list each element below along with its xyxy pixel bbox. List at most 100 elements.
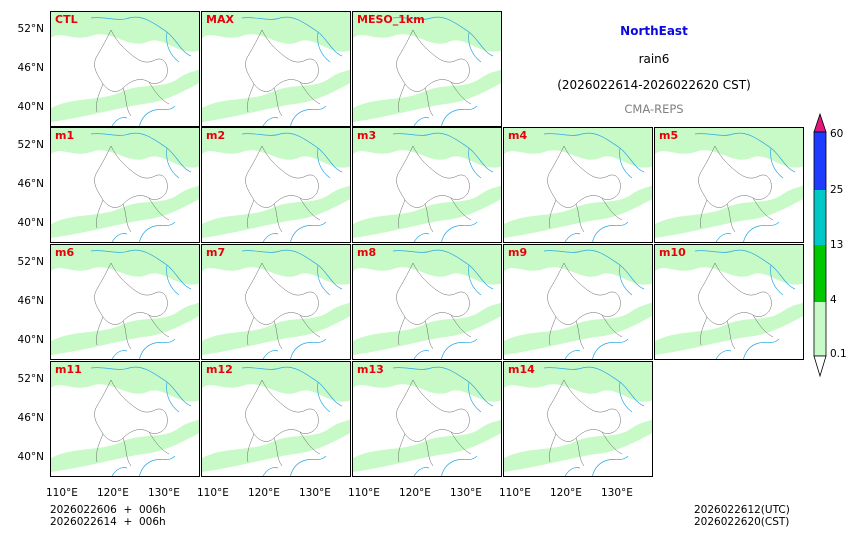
lon-tick: 110°E bbox=[499, 487, 531, 499]
province-border bbox=[398, 197, 472, 233]
panel-label: m12 bbox=[206, 363, 233, 376]
colorbar-label: 0.1 bbox=[830, 348, 847, 360]
lat-tick: 40°N bbox=[17, 217, 44, 229]
map-panel-m13: m13 bbox=[352, 361, 502, 477]
rain-field-south bbox=[202, 185, 350, 238]
province-border bbox=[549, 197, 623, 233]
river-line bbox=[392, 16, 494, 63]
colorbar-seg-0.1-4 bbox=[814, 302, 826, 356]
province-border bbox=[398, 314, 472, 350]
map-graphic bbox=[51, 128, 199, 242]
map-panel-m8: m8 bbox=[352, 244, 502, 360]
lon-tick: 120°E bbox=[97, 487, 129, 499]
rain-field-south bbox=[504, 185, 652, 238]
map-panel-m5: m5 bbox=[654, 127, 804, 243]
river-line bbox=[90, 132, 192, 179]
colorbar-seg-4-13 bbox=[814, 245, 826, 302]
river-line bbox=[241, 366, 343, 413]
variable-title: rain6 bbox=[638, 52, 670, 66]
colorbar-label: 4 bbox=[830, 294, 837, 306]
colorbar-label: 13 bbox=[830, 239, 844, 251]
lat-tick: 40°N bbox=[17, 101, 44, 113]
coastline bbox=[262, 105, 327, 126]
map-graphic bbox=[504, 362, 652, 476]
river-line bbox=[90, 16, 192, 63]
map-panel-m2: m2 bbox=[201, 127, 351, 243]
rain-field-south bbox=[51, 69, 199, 122]
river-line bbox=[392, 249, 494, 296]
map-graphic bbox=[353, 362, 501, 476]
province-border bbox=[700, 197, 774, 233]
province-border bbox=[247, 314, 321, 350]
lat-tick: 46°N bbox=[17, 178, 44, 190]
province-border bbox=[96, 81, 170, 117]
map-panel-m4: m4 bbox=[503, 127, 653, 243]
lon-tick: 130°E bbox=[601, 487, 633, 499]
valid-time-utc: 2026022612(UTC) bbox=[694, 504, 790, 516]
rain-field-south bbox=[353, 419, 501, 472]
river-line bbox=[392, 366, 494, 413]
panel-label: m10 bbox=[659, 246, 686, 259]
panel-label: m8 bbox=[357, 246, 377, 259]
rain-field-south bbox=[504, 302, 652, 355]
map-graphic bbox=[51, 12, 199, 126]
river-line bbox=[543, 132, 645, 179]
coastline bbox=[413, 338, 478, 359]
map-graphic bbox=[655, 245, 803, 359]
lon-tick: 130°E bbox=[148, 487, 180, 499]
coastline bbox=[413, 221, 478, 242]
panel-label: m13 bbox=[357, 363, 384, 376]
init-time-line-2: 2026022614 + 006h bbox=[50, 516, 166, 528]
lon-tick: 120°E bbox=[399, 487, 431, 499]
panel-label: CTL bbox=[55, 13, 78, 26]
map-panel-ctl: CTL bbox=[50, 11, 200, 127]
river-line bbox=[241, 249, 343, 296]
river-line bbox=[543, 249, 645, 296]
init-time-line-1: 2026022606 + 006h bbox=[50, 504, 166, 516]
panel-label: m11 bbox=[55, 363, 82, 376]
panel-label: m5 bbox=[659, 129, 679, 142]
map-panel-m12: m12 bbox=[201, 361, 351, 477]
rain-field-north bbox=[202, 362, 350, 402]
map-graphic bbox=[655, 128, 803, 242]
region-title: NorthEast bbox=[620, 24, 688, 38]
rain-field-south bbox=[504, 419, 652, 472]
colorbar-extend-top bbox=[813, 112, 827, 133]
rain-field-south bbox=[353, 185, 501, 238]
lon-tick: 110°E bbox=[348, 487, 380, 499]
lat-tick: 46°N bbox=[17, 295, 44, 307]
colorbar-label: 25 bbox=[830, 184, 844, 196]
rain-field-north bbox=[504, 245, 652, 285]
panel-label: m9 bbox=[508, 246, 528, 259]
colorbar-seg-13-25 bbox=[814, 190, 826, 245]
map-panel-m9: m9 bbox=[503, 244, 653, 360]
coastline bbox=[111, 338, 176, 359]
rain-field-north bbox=[353, 128, 501, 168]
rain-field-south bbox=[51, 302, 199, 355]
rain-field-south bbox=[353, 302, 501, 355]
colorbar bbox=[813, 112, 827, 378]
map-graphic bbox=[51, 245, 199, 359]
river-line bbox=[241, 16, 343, 63]
map-panel-m10: m10 bbox=[654, 244, 804, 360]
coastline bbox=[111, 221, 176, 242]
rain-field-south bbox=[51, 419, 199, 472]
coastline bbox=[262, 455, 327, 476]
rain-field-north bbox=[202, 12, 350, 52]
rain-field-north bbox=[655, 245, 803, 285]
map-graphic bbox=[353, 245, 501, 359]
coastline bbox=[715, 338, 780, 359]
rain-field-south bbox=[655, 185, 803, 238]
rain-field-north bbox=[655, 128, 803, 168]
map-graphic bbox=[202, 12, 350, 126]
province-border bbox=[398, 431, 472, 467]
map-panel-max: MAX bbox=[201, 11, 351, 127]
river-line bbox=[543, 366, 645, 413]
rain-field-north bbox=[51, 12, 199, 52]
rain-field-south bbox=[655, 302, 803, 355]
coastline bbox=[715, 221, 780, 242]
colorbar-label: 60 bbox=[830, 128, 844, 140]
panel-label: m3 bbox=[357, 129, 377, 142]
coastline bbox=[111, 455, 176, 476]
